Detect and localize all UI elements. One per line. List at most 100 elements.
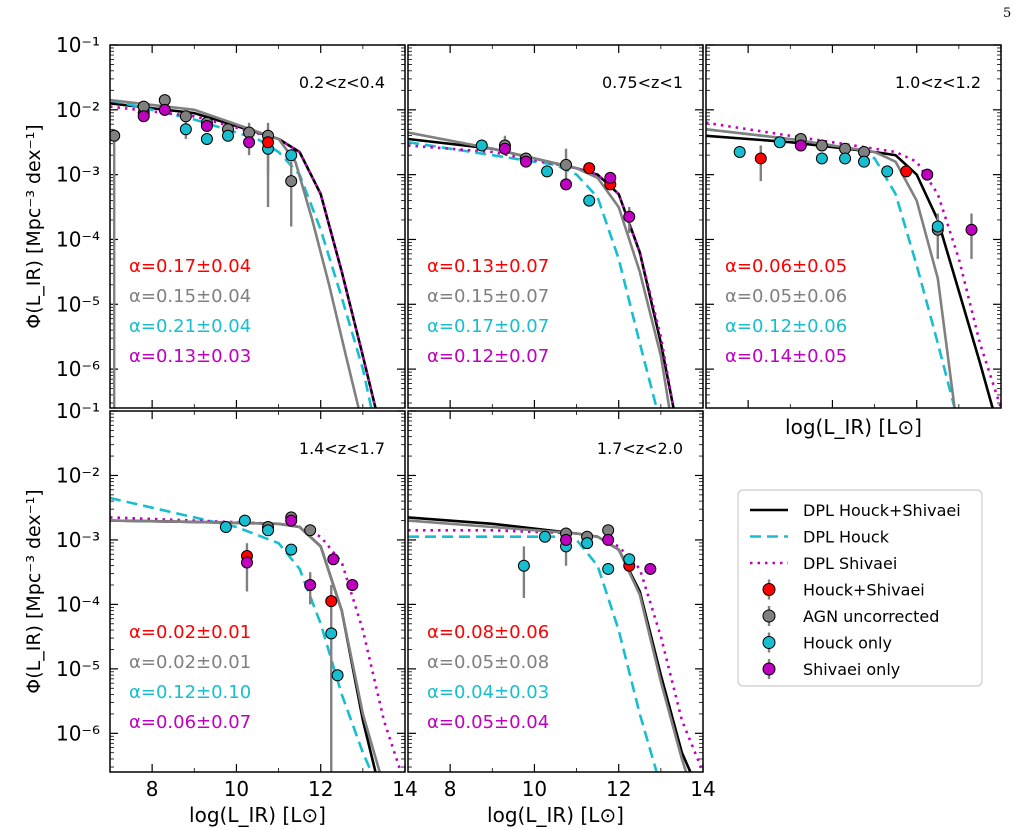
shivaei-only-point xyxy=(965,223,978,236)
x-tick-label: 14 xyxy=(392,777,417,801)
y-tick-label: 10⁻³ xyxy=(56,163,100,187)
data-points xyxy=(517,524,657,598)
shivaei-only-point xyxy=(346,579,359,592)
alpha-label: α=0.12±0.06 xyxy=(725,316,847,337)
agn-uncorrected-legend-marker xyxy=(762,609,776,623)
alpha-label: α=0.14±0.05 xyxy=(725,346,847,367)
y-axis-label: Φ(L_IR) [Mpc⁻³ dex⁻¹] xyxy=(23,124,45,328)
houck-only-point xyxy=(219,521,232,534)
alpha-label: α=0.21±0.04 xyxy=(129,316,251,337)
legend-label: Shivaei only xyxy=(803,660,900,679)
houck-only-point xyxy=(262,524,275,537)
alpha-label: α=0.04±0.03 xyxy=(427,682,549,703)
legend-label: DPL Shivaei xyxy=(803,554,897,573)
shivaei-only-point xyxy=(520,155,532,168)
shivaei-only-point xyxy=(200,120,213,133)
y-tick-label: 10⁻⁵ xyxy=(56,657,100,681)
shivaei-only-point xyxy=(794,139,807,152)
panel-title: 0.2<z<0.4 xyxy=(299,73,385,92)
houck-only-point xyxy=(602,562,615,575)
panel-3: 1.0<z<1.2 α=0.06±0.05 α=0.05±0.06 α=0.12±0.… xyxy=(705,44,1002,439)
y-axis-label: Φ(L_IR) [Mpc⁻³ dex⁻¹] xyxy=(23,489,45,693)
alpha-label: α=0.02±0.01 xyxy=(129,652,251,673)
panel-title: 1.0<z<1.2 xyxy=(895,73,981,92)
houck-only-point xyxy=(517,559,530,572)
houck-only-point xyxy=(538,530,551,543)
alpha-label: α=0.12±0.10 xyxy=(129,682,251,703)
shivaei-only-point xyxy=(623,210,636,223)
houck-only-point xyxy=(858,155,871,168)
houck-only-point xyxy=(815,152,828,165)
x-tick-label: 10 xyxy=(522,777,547,801)
houck-shivaei-legend-marker xyxy=(762,583,776,596)
x-axis-label: log(L_IR) [L⊙] xyxy=(487,803,624,827)
shivaei-only-point xyxy=(285,514,298,527)
agn-uncorrected-point xyxy=(179,110,192,123)
y-tick-label: 10⁻⁶ xyxy=(56,357,100,381)
panel-5: 8 10 12 14 1.7<z<2.0 α=0.08±0.06 α=0.05±0.08 α=… xyxy=(407,410,716,827)
agn-uncorrected-curve xyxy=(706,128,956,408)
agn-uncorrected-curve xyxy=(110,519,381,772)
dpl-houck-curve xyxy=(110,496,373,772)
dpl-shivaei-curve xyxy=(706,121,1001,408)
panel-frame xyxy=(109,44,406,409)
legend-label: AGN uncorrected xyxy=(803,607,939,626)
dpl-houck-curve xyxy=(408,140,658,408)
houck-only-point xyxy=(733,145,746,158)
data-points xyxy=(110,94,298,408)
agn-uncorrected-point xyxy=(560,158,573,171)
y-tick-label: 10⁻¹ xyxy=(56,399,100,423)
houck-only-point xyxy=(931,220,944,233)
legend-label: DPL Houck+Shivaei xyxy=(803,501,961,520)
alpha-label: α=0.06±0.07 xyxy=(129,712,251,733)
x-tick-label: 10 xyxy=(224,777,249,801)
panel-4: 10⁻⁶ 10⁻⁵ 10⁻⁴ 10⁻³ 10⁻² 10⁻¹ 8 10 12 14 1.4<z<1.7… xyxy=(23,399,418,827)
alpha-label: α=0.12±0.07 xyxy=(427,346,549,367)
houck-only-point xyxy=(285,149,298,162)
alpha-label: α=0.05±0.08 xyxy=(427,652,549,673)
legend-label: DPL Houck xyxy=(803,528,890,547)
panel-2: 0.75<z<1 α=0.13±0.07 α=0.15±0.07 α=0.17±0.0… xyxy=(407,44,704,409)
x-tick-label: 8 xyxy=(146,777,159,801)
legend: DPL Houck+Shivaei DPL Houck DPL Shivaei Hou… xyxy=(737,489,983,687)
y-tick-label: 10⁻² xyxy=(56,98,100,122)
dpl-houck-curve xyxy=(408,535,658,772)
page-number: 5 xyxy=(1003,6,1012,21)
shivaei-only-point xyxy=(498,142,511,155)
data-points xyxy=(219,511,359,772)
houck-only-point xyxy=(285,543,298,556)
alpha-label: α=0.15±0.07 xyxy=(427,286,549,307)
panel-frame xyxy=(109,410,406,773)
shivaei-only-point xyxy=(560,178,573,191)
y-tick-label: 10⁻⁶ xyxy=(56,721,100,745)
alpha-label: α=0.06±0.05 xyxy=(725,256,847,277)
panel-frame xyxy=(407,44,704,409)
houck-only-point xyxy=(839,152,852,165)
agn-uncorrected-point xyxy=(110,129,121,142)
houck-only-point xyxy=(222,129,234,142)
shivaei-only-point xyxy=(327,553,340,566)
agn-uncorrected-curve xyxy=(408,519,688,772)
alpha-label: α=0.05±0.06 xyxy=(725,286,847,307)
alpha-label: α=0.05±0.04 xyxy=(427,712,549,733)
houck-shivaei-point xyxy=(754,152,767,165)
houck-only-point xyxy=(238,514,251,527)
houck-only-point xyxy=(773,136,786,149)
y-tick-label: 10⁻¹ xyxy=(56,33,100,57)
x-tick-label: 8 xyxy=(444,777,457,801)
houck-only-point xyxy=(475,139,488,152)
shivaei-only-point xyxy=(602,533,615,546)
houck-only-point xyxy=(623,553,636,566)
alpha-label: α=0.17±0.07 xyxy=(427,316,549,337)
shivaei-only-point xyxy=(304,579,317,592)
y-tick-label: 10⁻² xyxy=(56,463,100,487)
y-tick-label: 10⁻⁴ xyxy=(56,227,100,251)
shivaei-only-point xyxy=(158,103,171,116)
shivaei-only-point xyxy=(604,171,617,184)
x-axis-label: log(L_IR) [L⊙] xyxy=(785,415,922,439)
panel-title: 1.4<z<1.7 xyxy=(299,439,385,458)
houck-shivaei-point xyxy=(583,162,596,175)
houck-only-point xyxy=(200,132,213,145)
fit-curves xyxy=(408,516,703,772)
